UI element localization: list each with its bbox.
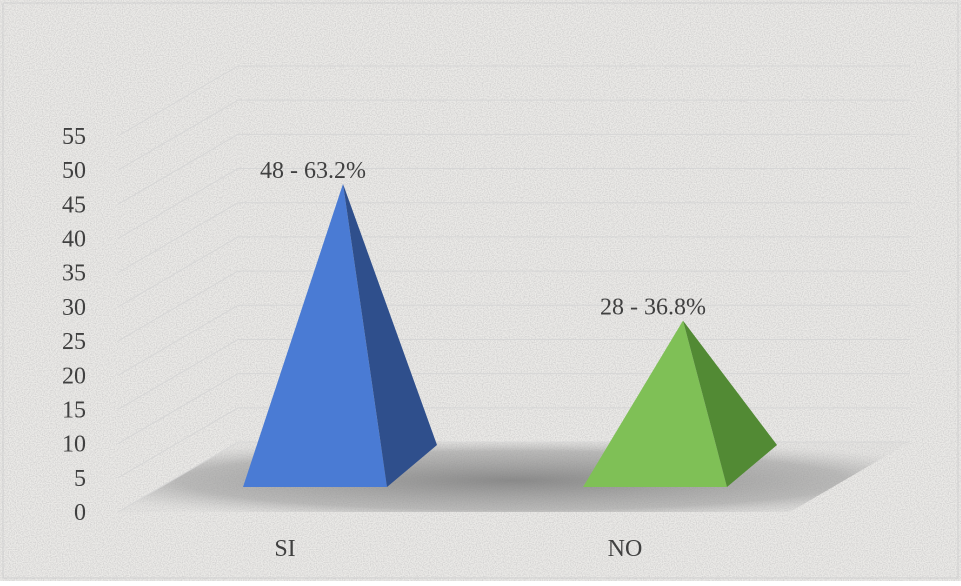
y-tick-label: 5 <box>74 466 86 492</box>
y-tick-label: 55 <box>62 124 86 150</box>
category-label-si: SI <box>274 536 295 562</box>
y-tick-label: 15 <box>62 397 86 423</box>
category-label-no: NO <box>608 536 643 562</box>
y-tick-label: 25 <box>62 329 86 355</box>
y-tick-label: 10 <box>62 432 86 458</box>
chart-floor <box>118 442 910 512</box>
y-tick-label: 20 <box>62 363 86 389</box>
data-label-si: 48 - 63.2% <box>260 158 366 184</box>
y-tick-label: 35 <box>62 261 86 287</box>
y-tick-label: 40 <box>62 227 86 253</box>
y-tick-label: 30 <box>62 295 86 321</box>
data-label-no: 28 - 36.8% <box>600 295 706 321</box>
y-tick-label: 45 <box>62 192 86 218</box>
y-tick-label: 0 <box>74 500 86 526</box>
y-tick-label: 50 <box>62 158 86 184</box>
